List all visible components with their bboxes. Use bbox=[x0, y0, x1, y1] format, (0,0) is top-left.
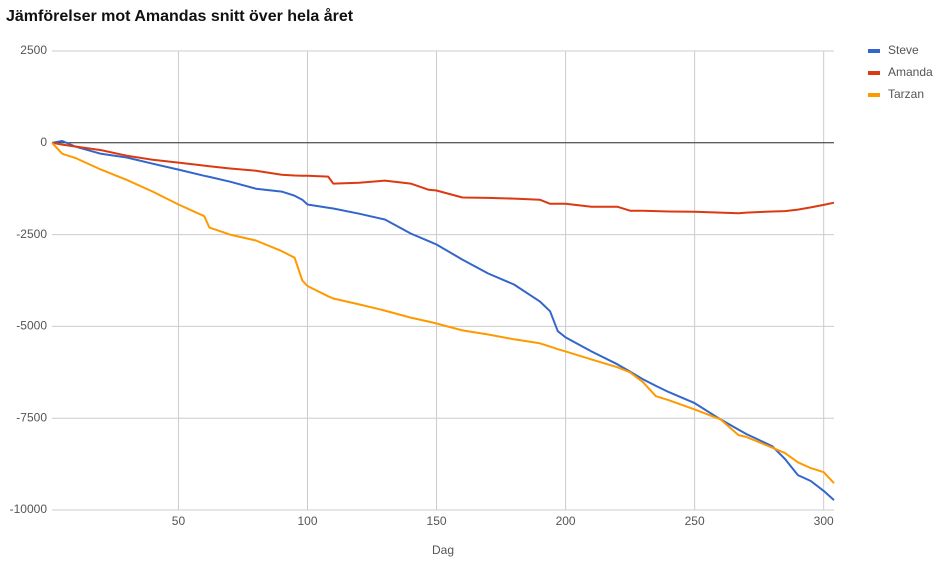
y-tick-label: 2500 bbox=[20, 43, 47, 57]
y-tick-label: -5000 bbox=[16, 319, 47, 333]
y-tick-label: 0 bbox=[40, 135, 47, 149]
series-line bbox=[51, 141, 835, 215]
series-line bbox=[51, 140, 835, 501]
y-tick-label: -10000 bbox=[10, 502, 48, 516]
x-tick-label: 100 bbox=[297, 514, 317, 528]
legend-label: Amanda bbox=[888, 65, 933, 79]
x-axis-label: Dag bbox=[432, 543, 454, 557]
x-tick-label: 300 bbox=[814, 514, 834, 528]
y-tick-label: -2500 bbox=[16, 227, 47, 241]
y-tick-label: -7500 bbox=[16, 410, 47, 424]
x-tick-label: 50 bbox=[172, 514, 186, 528]
x-tick-label: 150 bbox=[427, 514, 447, 528]
series-line bbox=[51, 142, 835, 484]
legend-label: Tarzan bbox=[888, 87, 924, 101]
x-tick-label: 200 bbox=[556, 514, 576, 528]
x-tick-label: 250 bbox=[685, 514, 705, 528]
chart-title: Jämförelser mot Amandas snitt över hela … bbox=[6, 7, 354, 25]
legend-label: Steve bbox=[888, 43, 919, 57]
